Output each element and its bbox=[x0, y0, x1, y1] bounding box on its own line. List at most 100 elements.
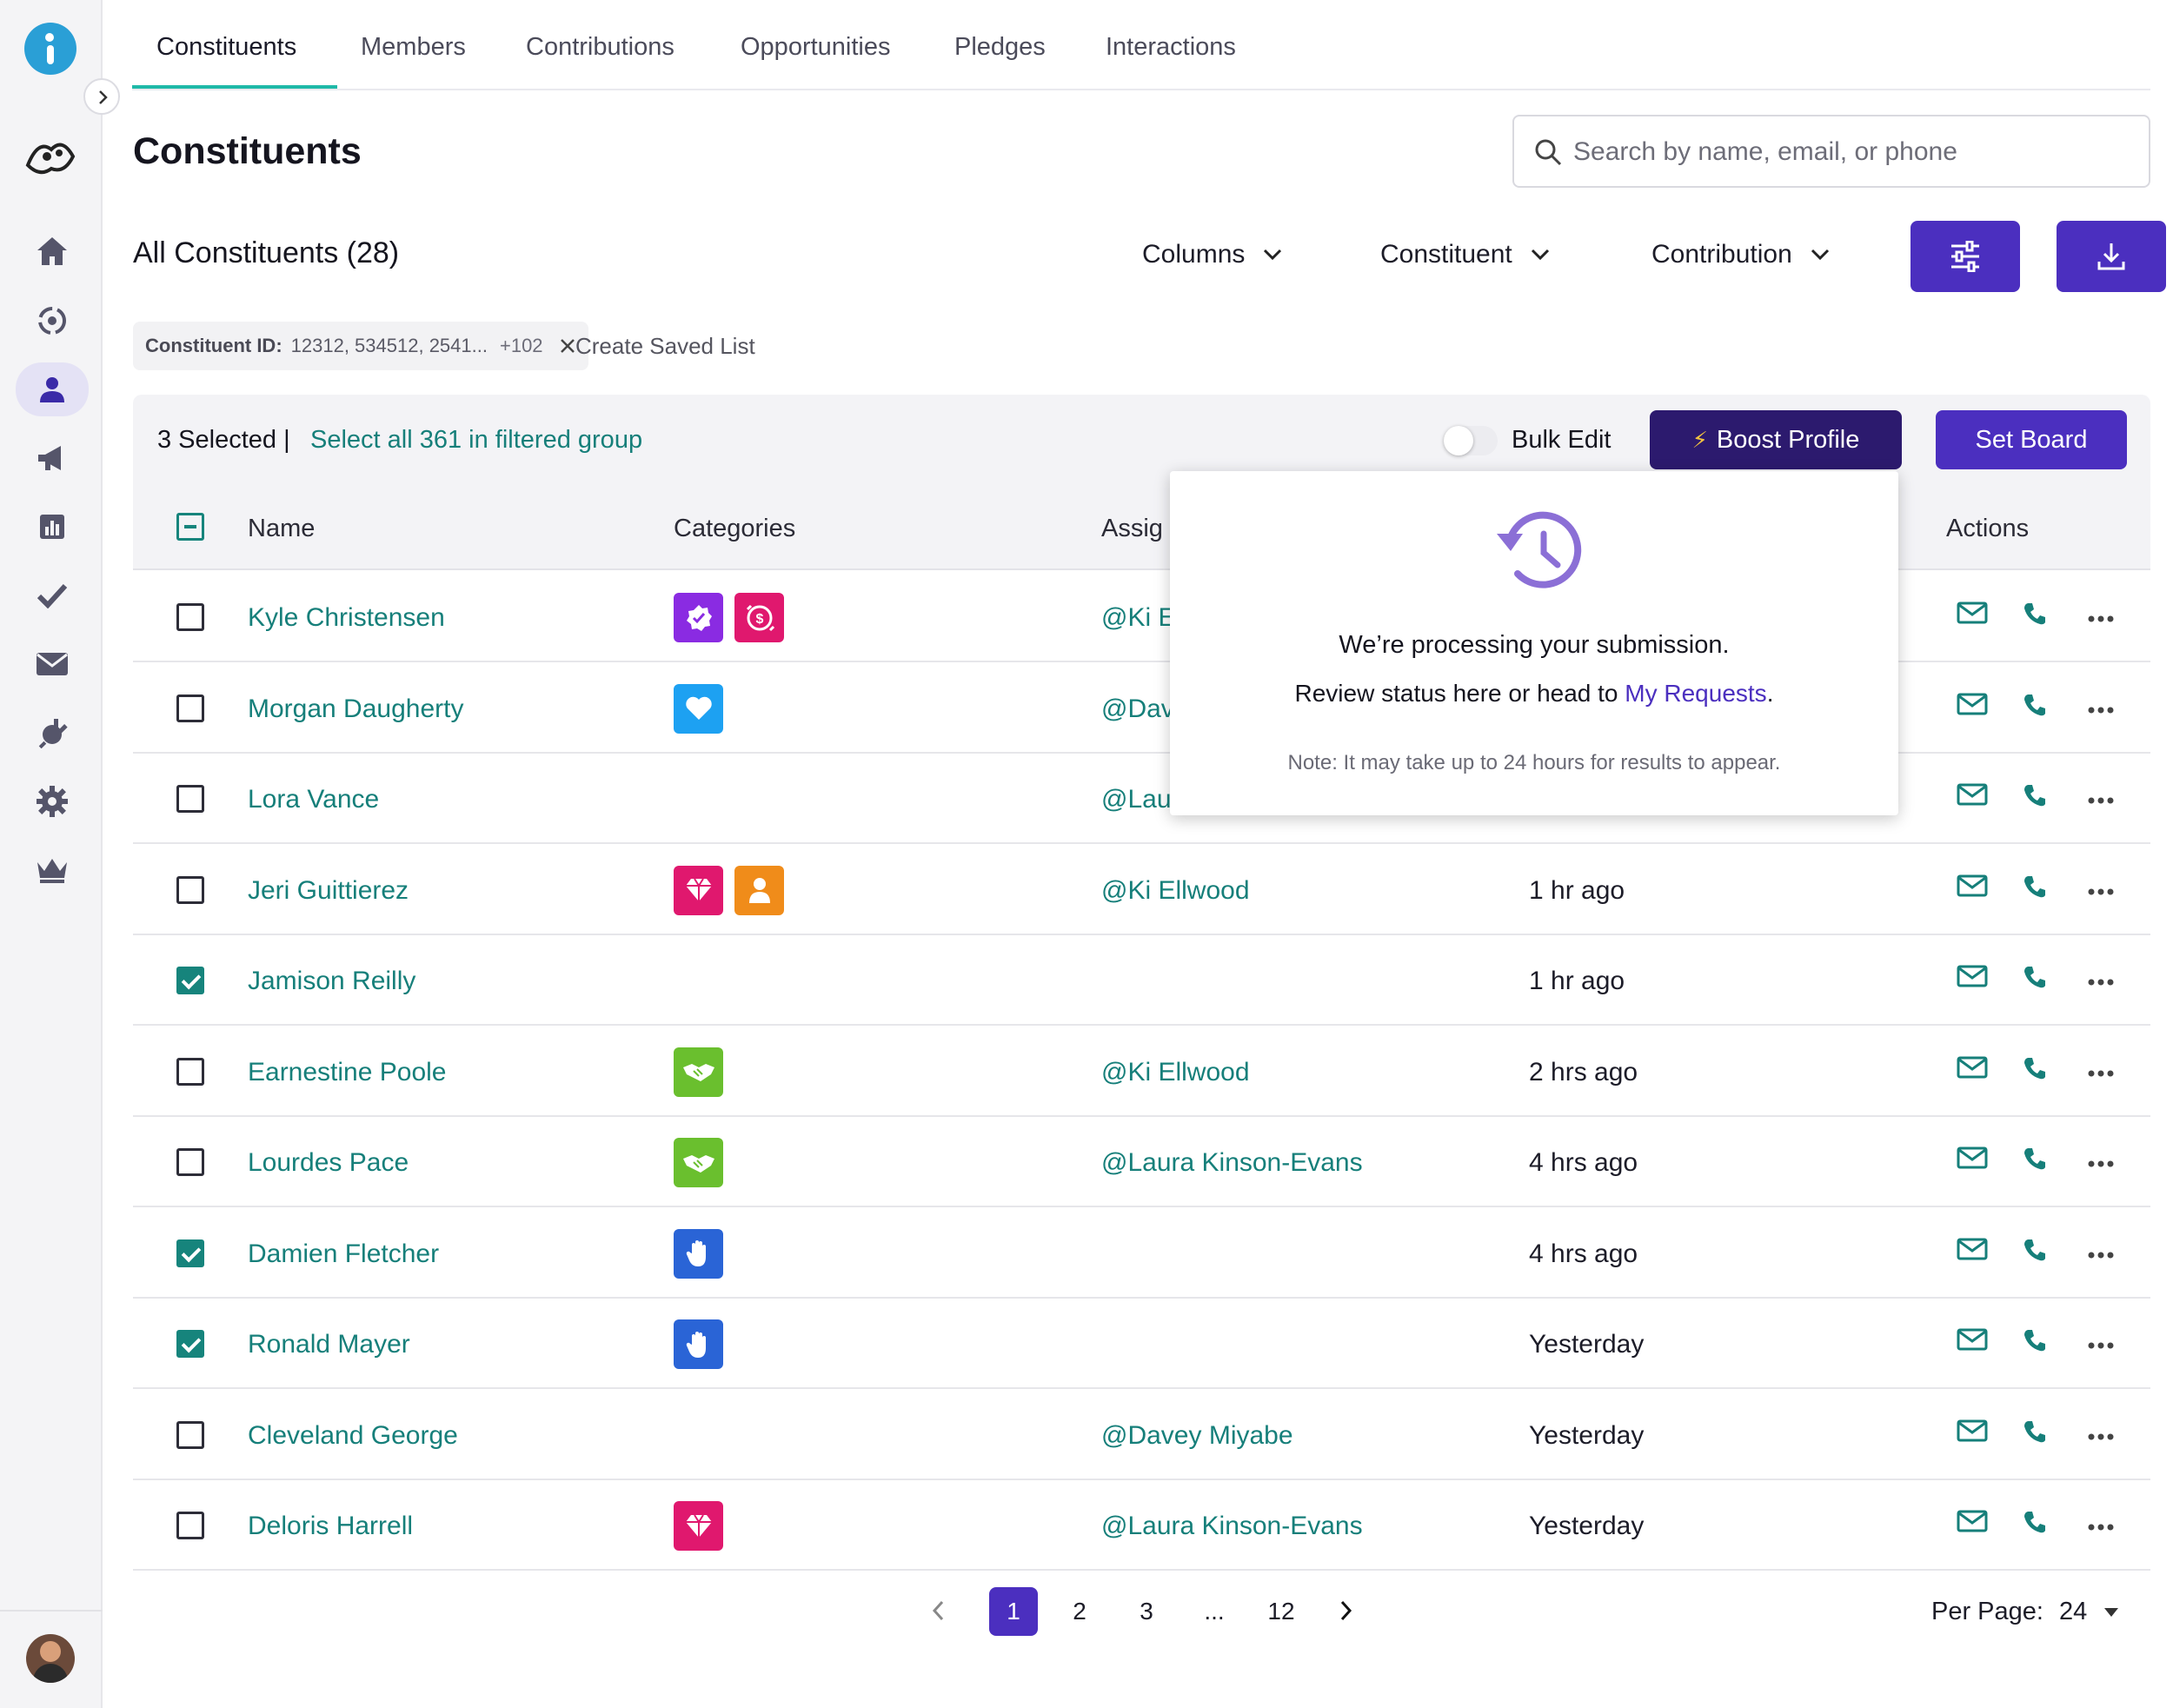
chevron-left-icon[interactable] bbox=[930, 1599, 947, 1622]
more-options-icon[interactable] bbox=[2087, 703, 2115, 719]
more-options-icon[interactable] bbox=[2087, 1067, 2115, 1082]
email-icon[interactable] bbox=[1957, 874, 1988, 901]
megaphone-icon[interactable] bbox=[16, 431, 89, 485]
constituent-name-link[interactable]: Morgan Daugherty bbox=[248, 694, 464, 723]
phone-icon[interactable] bbox=[2023, 1510, 2047, 1539]
filter-sliders-button[interactable] bbox=[1911, 221, 2020, 292]
column-header-assignee[interactable]: Assig bbox=[1101, 515, 1163, 542]
more-options-icon[interactable] bbox=[2087, 1248, 2115, 1264]
search-input[interactable] bbox=[1573, 130, 2130, 174]
row-checkbox[interactable] bbox=[176, 1330, 204, 1358]
assignee-link[interactable]: @Ki Ellwood bbox=[1101, 875, 1250, 905]
email-icon[interactable] bbox=[1957, 601, 1988, 628]
phone-icon[interactable] bbox=[2023, 601, 2047, 630]
phone-icon[interactable] bbox=[2023, 1328, 2047, 1357]
assignee-link[interactable]: @Dav bbox=[1101, 694, 1174, 723]
sync-target-icon[interactable] bbox=[16, 294, 89, 348]
phone-icon[interactable] bbox=[2023, 783, 2047, 812]
constituent-name-link[interactable]: Jamison Reilly bbox=[248, 967, 416, 995]
tab-interactions[interactable]: Interactions bbox=[1106, 33, 1236, 61]
set-board-button[interactable]: Set Board bbox=[1936, 410, 2127, 469]
row-checkbox[interactable] bbox=[176, 1239, 204, 1267]
more-options-icon[interactable] bbox=[2087, 885, 2115, 901]
create-saved-list-link[interactable]: Create Saved List bbox=[575, 333, 755, 359]
row-checkbox[interactable] bbox=[176, 1057, 204, 1086]
mail-icon[interactable] bbox=[16, 637, 89, 691]
reports-icon[interactable] bbox=[16, 500, 89, 554]
email-icon[interactable] bbox=[1957, 1328, 1988, 1355]
constituent-name-link[interactable]: Damien Fletcher bbox=[248, 1239, 440, 1268]
tab-members[interactable]: Members bbox=[361, 33, 466, 61]
constituent-name-link[interactable]: Jeri Guittierez bbox=[248, 875, 409, 905]
phone-icon[interactable] bbox=[2023, 1146, 2047, 1175]
select-all-link[interactable]: Select all 361 in filtered group bbox=[310, 426, 643, 454]
more-options-icon[interactable] bbox=[2087, 794, 2115, 809]
email-icon[interactable] bbox=[1957, 965, 1988, 992]
row-checkbox[interactable] bbox=[176, 785, 204, 813]
assignee-link[interactable]: @Ki E bbox=[1101, 603, 1176, 632]
crown-icon[interactable] bbox=[16, 843, 89, 897]
assignee-link[interactable]: @Lau bbox=[1101, 785, 1172, 814]
more-options-icon[interactable] bbox=[2087, 975, 2115, 991]
row-checkbox[interactable] bbox=[176, 875, 204, 904]
sidebar-expand-button[interactable] bbox=[83, 78, 120, 115]
assignee-link[interactable]: @Laura Kinson-Evans bbox=[1101, 1148, 1363, 1177]
app-logo[interactable] bbox=[24, 23, 76, 75]
row-checkbox[interactable] bbox=[176, 1512, 204, 1539]
constituent-name-link[interactable]: Ronald Mayer bbox=[248, 1330, 410, 1359]
constituents-icon[interactable] bbox=[16, 362, 89, 416]
email-icon[interactable] bbox=[1957, 1238, 1988, 1265]
download-button[interactable] bbox=[2057, 221, 2166, 292]
email-icon[interactable] bbox=[1957, 693, 1988, 720]
chevron-right-icon[interactable] bbox=[1337, 1599, 1354, 1622]
page-1-button[interactable]: 1 bbox=[989, 1587, 1038, 1636]
tasks-check-icon[interactable] bbox=[16, 568, 89, 622]
more-options-icon[interactable] bbox=[2087, 1430, 2115, 1445]
close-icon[interactable] bbox=[559, 337, 576, 355]
row-checkbox[interactable] bbox=[176, 1420, 204, 1449]
constituent-name-link[interactable]: Lourdes Pace bbox=[248, 1148, 409, 1177]
more-options-icon[interactable] bbox=[2087, 1339, 2115, 1354]
tab-contributions[interactable]: Contributions bbox=[526, 33, 674, 61]
column-header-name[interactable]: Name bbox=[248, 515, 316, 542]
assignee-link[interactable]: @Ki Ellwood bbox=[1101, 1057, 1250, 1087]
user-avatar[interactable] bbox=[26, 1634, 75, 1683]
boost-profile-button[interactable]: ⚡ Boost Profile bbox=[1650, 410, 1902, 469]
phone-icon[interactable] bbox=[2023, 693, 2047, 721]
row-checkbox[interactable] bbox=[176, 603, 204, 631]
more-options-icon[interactable] bbox=[2087, 612, 2115, 628]
contribution-dropdown[interactable]: Contribution bbox=[1651, 240, 1831, 269]
phone-icon[interactable] bbox=[2023, 1419, 2047, 1448]
integrations-plug-icon[interactable] bbox=[16, 706, 89, 760]
constituent-name-link[interactable]: Earnestine Poole bbox=[248, 1057, 447, 1087]
email-icon[interactable] bbox=[1957, 783, 1988, 810]
tab-opportunities[interactable]: Opportunities bbox=[741, 33, 891, 61]
email-icon[interactable] bbox=[1957, 1510, 1988, 1537]
page-2-button[interactable]: 2 bbox=[1073, 1598, 1086, 1625]
assignee-link[interactable]: @Laura Kinson-Evans bbox=[1101, 1512, 1363, 1540]
bulk-edit-toggle[interactable] bbox=[1444, 426, 1498, 455]
constituent-name-link[interactable]: Lora Vance bbox=[248, 785, 380, 814]
constituent-dropdown[interactable]: Constituent bbox=[1380, 240, 1551, 269]
settings-gear-icon[interactable] bbox=[16, 774, 89, 828]
my-requests-link[interactable]: My Requests bbox=[1625, 680, 1767, 707]
constituent-name-link[interactable]: Cleveland George bbox=[248, 1420, 458, 1450]
home-icon[interactable] bbox=[16, 224, 89, 278]
page-3-button[interactable]: 3 bbox=[1140, 1598, 1153, 1625]
column-header-categories[interactable]: Categories bbox=[674, 515, 796, 542]
page-12-button[interactable]: 12 bbox=[1267, 1598, 1295, 1625]
row-checkbox[interactable] bbox=[176, 694, 204, 722]
search-box[interactable] bbox=[1512, 115, 2150, 188]
phone-icon[interactable] bbox=[2023, 1056, 2047, 1085]
tab-pledges[interactable]: Pledges bbox=[954, 33, 1046, 61]
email-icon[interactable] bbox=[1957, 1056, 1988, 1083]
email-icon[interactable] bbox=[1957, 1419, 1988, 1446]
row-checkbox[interactable] bbox=[176, 1148, 204, 1176]
phone-icon[interactable] bbox=[2023, 874, 2047, 903]
phone-icon[interactable] bbox=[2023, 1238, 2047, 1266]
assignee-link[interactable]: @Davey Miyabe bbox=[1101, 1420, 1293, 1450]
constituent-name-link[interactable]: Kyle Christensen bbox=[248, 603, 445, 632]
columns-dropdown[interactable]: Columns bbox=[1142, 240, 1283, 269]
more-options-icon[interactable] bbox=[2087, 1157, 2115, 1173]
email-icon[interactable] bbox=[1957, 1146, 1988, 1173]
